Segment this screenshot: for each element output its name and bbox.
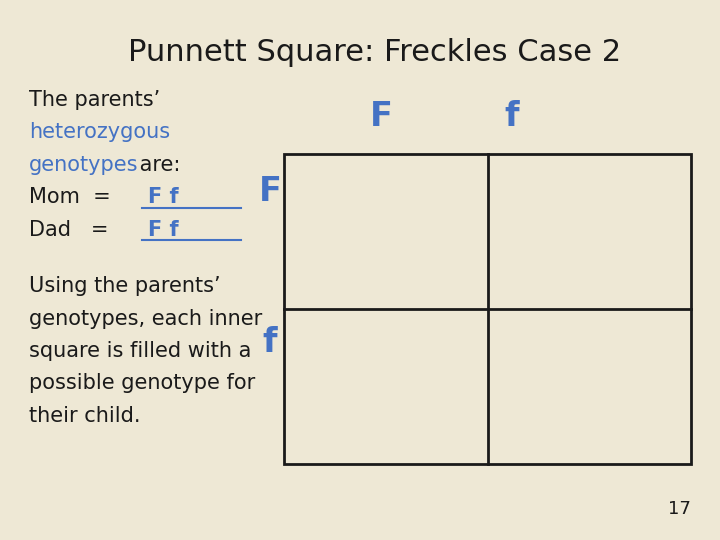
Text: The parents’: The parents’ (29, 90, 160, 110)
Text: Punnett Square: Freckles Case 2: Punnett Square: Freckles Case 2 (128, 38, 621, 67)
Text: are:: are: (133, 154, 181, 175)
Text: 17: 17 (668, 501, 691, 518)
Text: F: F (370, 99, 393, 133)
Text: F: F (258, 175, 282, 208)
Text: Dad   =: Dad = (29, 219, 108, 240)
Text: square is filled with a: square is filled with a (29, 341, 251, 361)
Text: possible genotype for: possible genotype for (29, 373, 255, 394)
Bar (284, 154, 691, 464)
Text: F f: F f (148, 187, 179, 207)
Text: Using the parents’: Using the parents’ (29, 276, 220, 296)
Text: f: f (504, 99, 518, 133)
Text: f: f (263, 326, 277, 360)
Text: genotypes, each inner: genotypes, each inner (29, 308, 262, 329)
Text: heterozygous: heterozygous (29, 122, 170, 143)
Text: genotypes: genotypes (29, 154, 138, 175)
Text: their child.: their child. (29, 406, 140, 426)
Text: F f: F f (148, 219, 179, 240)
Text: Mom  =: Mom = (29, 187, 111, 207)
